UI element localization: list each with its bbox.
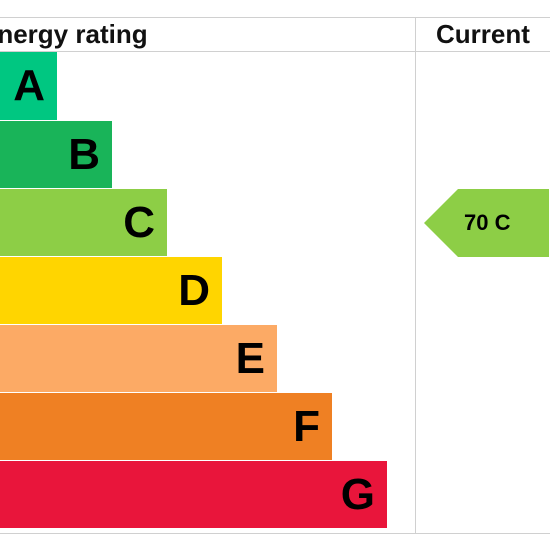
band-g: G <box>0 461 387 528</box>
column-divider <box>415 17 416 534</box>
band-letter-a: A <box>13 61 45 110</box>
band-letter-g: G <box>340 470 375 519</box>
band-letter-b: B <box>68 130 100 179</box>
band-a: A <box>0 52 57 120</box>
band-letter-c: C <box>123 198 155 247</box>
band-letter-f: F <box>293 402 320 451</box>
current-rating-arrow <box>424 189 549 257</box>
current-header: Current <box>436 19 530 49</box>
table-top-border <box>0 17 550 18</box>
table-bottom-border <box>0 533 550 534</box>
band-letter-e: E <box>235 334 265 383</box>
band-letter-d: D <box>178 266 210 315</box>
band-e: E <box>0 325 277 392</box>
energy-rating-header: Energy rating <box>0 19 148 49</box>
band-c: C <box>0 189 167 256</box>
band-d: D <box>0 257 222 324</box>
band-f: F <box>0 393 332 460</box>
current-rating-label: 70 C <box>464 210 511 235</box>
header-divider <box>0 51 550 52</box>
band-b: B <box>0 121 112 188</box>
